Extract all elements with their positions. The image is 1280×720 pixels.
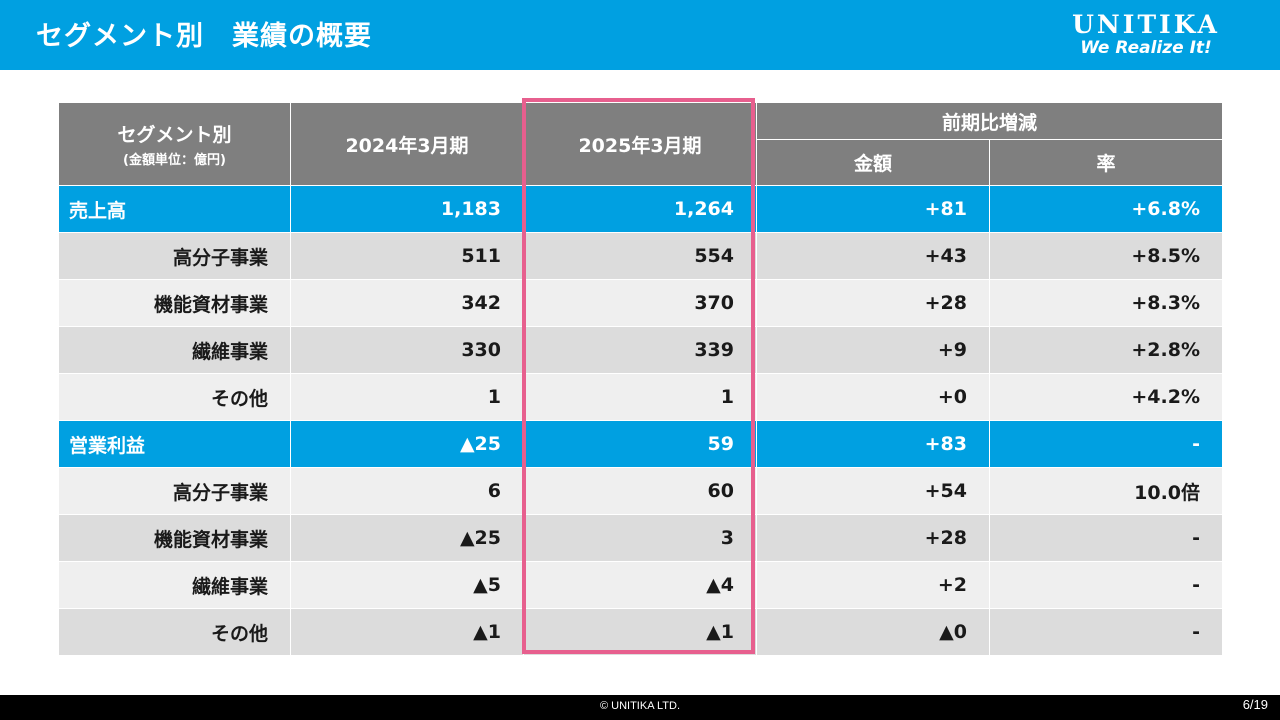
cell-fy2024: 511: [290, 232, 524, 280]
cell-fy2024: 342: [290, 279, 524, 327]
row-label: 機能資材事業: [58, 279, 291, 327]
cell-change-rate: +6.8%: [988, 185, 1224, 233]
logo-wordmark: UNITIKA: [1072, 10, 1220, 39]
cell-change-amount: +83: [756, 420, 990, 468]
cell-change-amount: +2: [756, 561, 990, 609]
cell-change-amount: +43: [756, 232, 990, 280]
cell-change-rate: +8.5%: [988, 232, 1224, 280]
cell-change-amount: +28: [756, 514, 990, 562]
cell-change-rate: +8.3%: [988, 279, 1224, 327]
row-label: 営業利益: [58, 420, 291, 468]
cell-change-rate: -: [988, 561, 1224, 609]
copyright-text: © UNITIKA LTD.: [599, 700, 681, 712]
header-segment: セグメント別 (金額単位：億円): [58, 102, 291, 186]
header-amount: 金額: [756, 139, 990, 186]
cell-fy2025: ▲4: [523, 561, 757, 609]
logo-tagline: We Realize It!: [1080, 38, 1212, 58]
cell-change-rate: -: [988, 420, 1224, 468]
cell-change-amount: +28: [756, 279, 990, 327]
header-fy2025: 2025年3月期: [523, 102, 757, 186]
row-label: その他: [58, 608, 291, 656]
table-row: その他 ▲1 ▲1 ▲0 -: [58, 608, 1224, 656]
cell-fy2024: ▲5: [290, 561, 524, 609]
cell-fy2025: 1: [523, 373, 757, 421]
table-row: 繊維事業 330 339 +9 +2.8%: [58, 326, 1224, 374]
table-row: 機能資材事業 342 370 +28 +8.3%: [58, 279, 1224, 327]
cell-fy2025: ▲1: [523, 608, 757, 656]
segment-results-table: セグメント別 (金額単位：億円) 2024年3月期 2025年3月期 前期比増減…: [58, 102, 1224, 656]
cell-change-amount: +54: [756, 467, 990, 515]
cell-fy2025: 554: [523, 232, 757, 280]
table-row: 機能資材事業 ▲25 3 +28 -: [58, 514, 1224, 562]
cell-fy2025: 60: [523, 467, 757, 515]
cell-fy2025: 59: [523, 420, 757, 468]
cell-fy2024: 6: [290, 467, 524, 515]
row-label: 機能資材事業: [58, 514, 291, 562]
cell-fy2024: ▲1: [290, 608, 524, 656]
cell-change-amount: ▲0: [756, 608, 990, 656]
header-fy2024: 2024年3月期: [290, 102, 524, 186]
cell-change-rate: +2.8%: [988, 326, 1224, 374]
cell-fy2024: ▲25: [290, 420, 524, 468]
cell-fy2024: 1,183: [290, 185, 524, 233]
header-segment-label: セグメント別: [117, 124, 232, 146]
cell-fy2024: 330: [290, 326, 524, 374]
cell-change-rate: +4.2%: [988, 373, 1224, 421]
row-label: 繊維事業: [58, 326, 291, 374]
table-row: 営業利益 ▲25 59 +83 -: [58, 420, 1224, 468]
table-row: その他 1 1 +0 +4.2%: [58, 373, 1224, 421]
slide-footer: © UNITIKA LTD. 6/19: [0, 695, 1280, 720]
cell-fy2025: 370: [523, 279, 757, 327]
cell-fy2025: 3: [523, 514, 757, 562]
table-row: 高分子事業 6 60 +54 10.0倍: [58, 467, 1224, 515]
unitika-logo: UNITIKA We Realize It!: [1032, 10, 1260, 62]
cell-fy2024: ▲25: [290, 514, 524, 562]
header-yoy-change: 前期比増減: [755, 102, 1224, 140]
cell-fy2025: 339: [523, 326, 757, 374]
cell-fy2025: 1,264: [523, 185, 757, 233]
table-row: 繊維事業 ▲5 ▲4 +2 -: [58, 561, 1224, 609]
cell-change-rate: -: [988, 608, 1224, 656]
slide-title: セグメント別 業績の概要: [36, 21, 372, 52]
cell-fy2024: 1: [290, 373, 524, 421]
row-label: その他: [58, 373, 291, 421]
cell-change-amount: +81: [756, 185, 990, 233]
header-rate: 率: [988, 139, 1224, 186]
row-label: 高分子事業: [58, 232, 291, 280]
table-row: 売上高 1,183 1,264 +81 +6.8%: [58, 185, 1224, 233]
table-row: 高分子事業 511 554 +43 +8.5%: [58, 232, 1224, 280]
row-label: 繊維事業: [58, 561, 291, 609]
cell-change-amount: +9: [756, 326, 990, 374]
page-number: 6/19: [1242, 697, 1268, 712]
row-label: 売上高: [58, 185, 291, 233]
cell-change-rate: -: [988, 514, 1224, 562]
row-label: 高分子事業: [58, 467, 291, 515]
cell-change-rate: 10.0倍: [988, 467, 1224, 515]
header-unit-note: (金額単位：億円): [123, 153, 226, 168]
cell-change-amount: +0: [756, 373, 990, 421]
slide-header: セグメント別 業績の概要 UNITIKA We Realize It!: [0, 0, 1280, 70]
